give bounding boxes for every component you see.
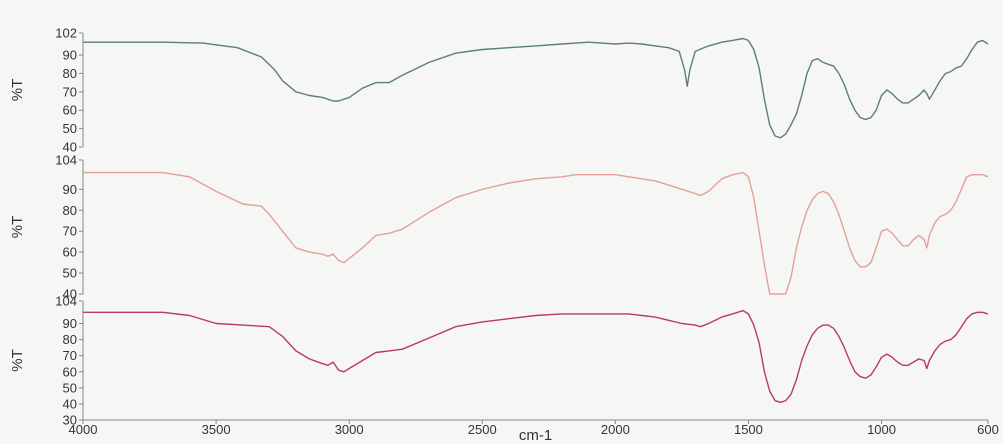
y-axis-label: %T (9, 349, 26, 372)
y-tick-label: 80 (63, 66, 77, 81)
y-tick-label: 60 (63, 364, 77, 379)
y-tick-label: 102 (55, 26, 77, 41)
y-tick-label: 40 (63, 287, 77, 302)
y-tick-label: 90 (63, 316, 77, 331)
x-tick-label: 600 (977, 422, 999, 437)
y-tick-label: 70 (63, 348, 77, 363)
y-tick-label: 70 (63, 224, 77, 239)
x-tick-label: 2500 (468, 422, 497, 437)
panel-2: 104 90 80 70 60 50 40 %T (9, 153, 989, 302)
panel-1: 102 90 80 70 60 50 40 %T (9, 26, 989, 155)
spectrum-line-3 (83, 309, 989, 403)
y-axis-label: %T (9, 216, 26, 239)
y-tick-label: 40 (63, 396, 77, 411)
y-tick-label: 30 (63, 413, 77, 428)
y-tick-label: 70 (63, 84, 77, 99)
y-tick-label: 104 (55, 153, 77, 168)
x-tick-label: 3500 (202, 422, 231, 437)
y-tick-label: 50 (63, 380, 77, 395)
x-tick-label: 1000 (867, 422, 896, 437)
y-tick-label: 80 (63, 332, 77, 347)
spectrum-line-1 (83, 37, 989, 139)
y-tick-label: 50 (63, 121, 77, 136)
y-tick-label: 90 (63, 48, 77, 63)
y-tick-label: 60 (63, 103, 77, 118)
x-tick-label: 3000 (335, 422, 364, 437)
y-tick-label: 40 (63, 140, 77, 155)
y-tick-label: 60 (63, 245, 77, 260)
y-tick-label: 50 (63, 266, 77, 281)
spectra-panels: 102908070605040%T104908070605040%T104908… (9, 26, 999, 444)
y-tick-label: 80 (63, 203, 77, 218)
y-tick-label: 90 (63, 182, 77, 197)
spectrum-line-2 (83, 171, 989, 295)
x-tick-label: 1500 (734, 422, 763, 437)
x-axis-label: cm-1 (519, 427, 552, 444)
y-tick-label: 104 (55, 294, 77, 309)
x-tick-label: 2000 (601, 422, 630, 437)
y-axis-label: %T (9, 79, 26, 102)
x-tick-label: 4000 (69, 422, 98, 437)
